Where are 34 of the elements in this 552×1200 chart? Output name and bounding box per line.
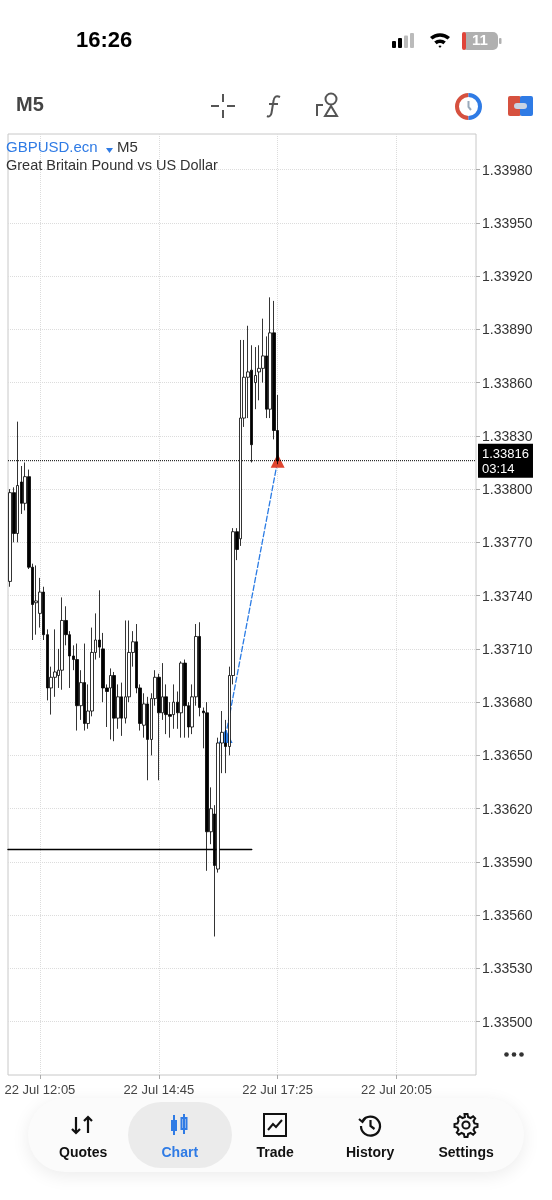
y-tick-label: 1.33950 <box>482 214 533 231</box>
text: Quotes <box>59 1144 108 1160</box>
y-tick-label: 1.33530 <box>482 960 533 977</box>
y-tick-label: 1.33500 <box>482 1013 533 1030</box>
text: Settings <box>438 1144 494 1160</box>
y-tick-label: 1.33920 <box>482 268 533 285</box>
text: 16:26 <box>76 27 133 53</box>
y-tick-label: 1.33770 <box>482 534 533 551</box>
y-tick-label: 1.33980 <box>482 161 533 178</box>
text: 03:14 <box>482 460 515 476</box>
text: 11 <box>472 31 488 48</box>
ref-line-label: 1.33816 <box>482 445 529 461</box>
y-tick-label: 1.33800 <box>482 481 533 498</box>
y-tick-label: 1.33680 <box>482 694 533 711</box>
text: Trade <box>256 1144 294 1160</box>
y-tick-label: 1.33710 <box>482 640 533 657</box>
x-tick-label: 22 Jul 17:25 <box>242 1082 314 1097</box>
y-tick-label: 1.33890 <box>482 321 533 338</box>
y-tick-label: 1.33590 <box>482 853 533 870</box>
y-tick-label: 1.33620 <box>482 800 533 817</box>
text: Chart <box>161 1144 199 1160</box>
y-tick-label: 1.33650 <box>482 747 533 764</box>
x-tick-label: 22 Jul 20:05 <box>361 1082 432 1097</box>
annotation: M5 <box>117 138 138 155</box>
x-tick-label: 22 Jul 12:05 <box>4 1082 76 1097</box>
x-tick-label: 22 Jul 14:45 <box>123 1082 195 1097</box>
text: Great Britain Pound vs US Dollar <box>6 157 218 173</box>
y-tick-label: 1.33830 <box>482 427 533 444</box>
chart-title: GBPUSD.ecn <box>6 138 98 155</box>
y-tick-label: 1.33860 <box>482 374 533 391</box>
y-tick-label: 1.33740 <box>482 587 533 604</box>
text: History <box>346 1144 395 1160</box>
y-tick-label: 1.33560 <box>482 907 533 924</box>
text: M5 <box>16 93 44 116</box>
